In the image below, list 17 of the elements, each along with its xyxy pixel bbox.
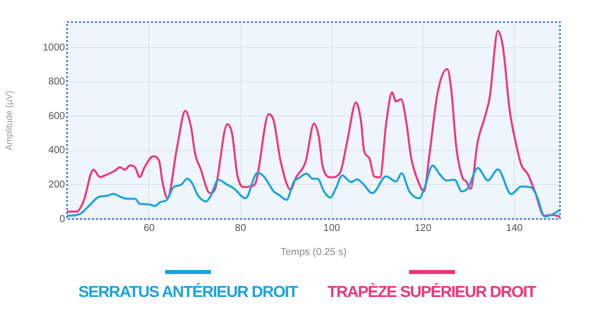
line-series <box>67 30 560 218</box>
y-tick-label: 200 <box>48 179 66 190</box>
y-tick-label: 1000 <box>42 42 66 54</box>
x-tick-label: 60 <box>144 222 156 234</box>
y-tick-label: 600 <box>48 110 66 122</box>
x-tick-label: 140 <box>506 222 524 234</box>
line-series <box>67 164 560 218</box>
y-tick-label: 800 <box>48 76 66 88</box>
legend-label: TRAPÈZE SUPÉRIEUR DROIT <box>327 284 536 302</box>
y-tick-label: 0 <box>59 214 66 225</box>
y-axis-title: Amplitude (µV) <box>4 90 14 150</box>
y-tick-label: 400 <box>48 145 66 156</box>
legend-label: SERRATUS ANTÉRIEUR DROIT <box>78 284 298 302</box>
x-tick-label: 100 <box>323 222 341 234</box>
x-tick-label: 120 <box>414 222 432 234</box>
x-tick-label: 80 <box>234 222 246 234</box>
x-axis-title: Temps (0.25 s) <box>280 246 347 258</box>
